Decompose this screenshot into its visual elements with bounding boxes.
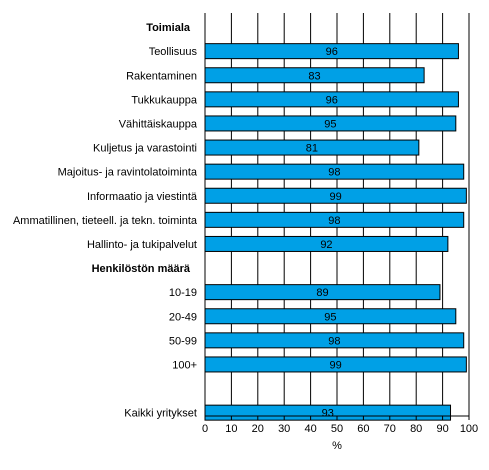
bar-value-label: 98 (328, 215, 340, 227)
bar (204, 308, 457, 325)
bar-value-label: 95 (324, 311, 336, 323)
category-label: Hallinto- ja tukipalvelut (87, 239, 197, 251)
bar-value-label: 98 (328, 335, 340, 347)
group-heading: Henkilöstön määrä (92, 263, 191, 275)
x-tick-label: 60 (357, 423, 369, 435)
bar-value-label: 83 (308, 70, 320, 82)
bar (204, 211, 465, 228)
bar-value-label: 95 (324, 118, 336, 130)
bar (204, 67, 425, 84)
bar-value-label: 92 (320, 239, 332, 251)
bar (204, 356, 467, 373)
bar (204, 187, 467, 204)
category-label: Kuljetus ja varastointi (93, 143, 197, 155)
x-tick-label: 90 (436, 423, 448, 435)
x-tick-label: 10 (225, 423, 237, 435)
category-label: Kaikki yritykset (124, 408, 197, 420)
bar-value-label: 98 (328, 167, 340, 179)
category-label: Majoitus- ja ravintolatoiminta (58, 167, 198, 179)
bar-value-label: 81 (306, 143, 318, 155)
x-tick-label: 20 (252, 423, 264, 435)
x-axis: 0 10 20 30 40 50 60 70 80 90 100 (202, 415, 478, 435)
category-label: 10-19 (169, 287, 197, 299)
category-label: Informaatio ja viestintä (87, 191, 198, 203)
category-label: Tukkukauppa (131, 94, 198, 106)
bar (204, 43, 459, 60)
x-axis-title: % (332, 440, 342, 452)
x-tick-label: 0 (202, 423, 208, 435)
bar (204, 139, 420, 156)
bar-value-label: 96 (326, 94, 338, 106)
x-tick-label: 30 (278, 423, 290, 435)
group-heading: Toimiala (146, 22, 191, 34)
x-tick-label: 80 (410, 423, 422, 435)
bar (204, 284, 441, 301)
bar-value-label: 96 (326, 46, 338, 58)
bar (204, 235, 449, 252)
category-label: Rakentaminen (126, 70, 197, 82)
x-tick-label: 40 (304, 423, 316, 435)
bar (204, 115, 457, 132)
category-label: 100+ (172, 359, 197, 371)
bar (204, 332, 465, 349)
bar-value-label: 99 (330, 191, 342, 203)
category-label: Ammatillinen, tieteell. ja tekn. toimint… (13, 215, 198, 227)
bar (204, 163, 465, 180)
bar-value-label: 89 (316, 287, 328, 299)
category-label: Vähittäiskauppa (119, 118, 198, 130)
bar-series: 96 83 96 95 81 98 99 98 92 89 95 98 99 93 (204, 43, 467, 421)
category-label: Teollisuus (149, 46, 198, 58)
x-tick-label: 50 (331, 423, 343, 435)
x-tick-label: 70 (384, 423, 396, 435)
category-labels: Toimiala Teollisuus Rakentaminen Tukkukaupp… (13, 22, 198, 420)
bar-value-label: 93 (322, 408, 334, 420)
x-tick-label: 100 (460, 423, 478, 435)
bar (204, 91, 459, 108)
category-label: 20-49 (169, 311, 197, 323)
bar-value-label: 99 (330, 359, 342, 371)
category-label: 50-99 (169, 335, 197, 347)
